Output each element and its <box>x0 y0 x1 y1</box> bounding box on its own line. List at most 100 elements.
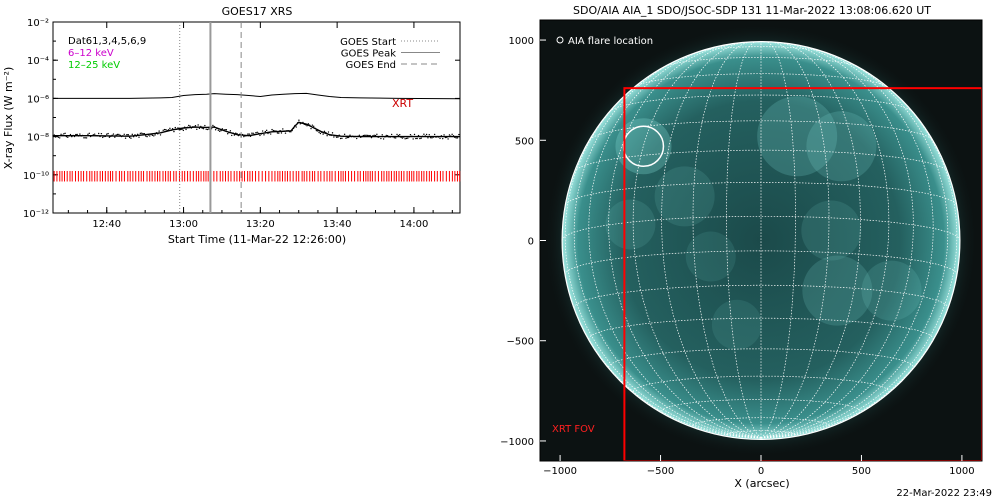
goes-data-point <box>295 126 297 128</box>
solar-disk <box>562 41 960 440</box>
longitude-line <box>760 78 958 439</box>
goes-data-point <box>278 132 280 134</box>
goes-data-point <box>357 135 359 138</box>
goes-data-point <box>217 129 219 131</box>
longitude-line <box>573 52 762 439</box>
longitude-line <box>760 41 830 439</box>
goes-data-point <box>372 135 374 137</box>
goes-data-point <box>204 124 206 127</box>
goes-data-point <box>287 129 289 132</box>
goes-y-tick-label: 10⁻⁶ <box>27 94 49 105</box>
goes-series-line <box>53 121 460 138</box>
aia-x-tick-label: 500 <box>852 466 871 477</box>
goes-data-point <box>140 132 143 134</box>
goes-data-point <box>452 135 455 137</box>
goes-data-point <box>179 128 182 131</box>
goes-data-point <box>252 132 254 134</box>
active-region-glow <box>806 111 877 182</box>
goes-data-point <box>194 124 197 127</box>
flare-legend-label: AIA flare location <box>568 36 653 47</box>
goes-data-point <box>296 122 299 124</box>
goes-data-point <box>139 132 142 135</box>
goes-data-point <box>149 135 151 137</box>
goes-data-point <box>327 131 330 133</box>
aia-chart: SDO/AIA AIA_1 SDO/JSOC-SDP 131 11-Mar-20… <box>500 4 983 490</box>
goes-data-point <box>264 130 267 133</box>
goes-data-point <box>311 124 314 126</box>
goes-data-point <box>319 132 322 135</box>
goes-data-point <box>107 132 109 135</box>
goes-data-point <box>380 137 382 140</box>
goes-data-point <box>329 134 331 136</box>
goes-data-point <box>283 130 285 132</box>
goes-data-point <box>253 133 256 136</box>
goes-data-point <box>92 134 95 136</box>
active-region-glow <box>711 299 762 350</box>
goes-data-point <box>397 134 400 137</box>
goes-data-point <box>255 131 257 134</box>
goes-legend-label: GOES Peak <box>341 49 396 60</box>
aia-x-tick-label: 1000 <box>949 466 974 477</box>
goes-data-point <box>279 129 281 132</box>
goes-data-point <box>286 130 288 132</box>
goes-data-point <box>290 131 292 133</box>
goes-data-point <box>322 133 324 135</box>
goes-data-point <box>126 133 128 136</box>
goes-data-point <box>292 127 295 130</box>
goes-data-point <box>56 135 58 137</box>
goes-data-point <box>196 128 198 131</box>
goes-data-point <box>155 132 158 134</box>
goes-data-point <box>220 130 222 132</box>
goes-y-tick-label: 10⁻¹² <box>23 209 49 220</box>
goes-data-point <box>433 133 436 136</box>
goes-data-point <box>298 119 300 121</box>
active-region-glow <box>802 255 873 326</box>
goes-data-point <box>205 128 207 130</box>
goes-data-point <box>420 137 422 139</box>
goes-data-point <box>248 133 250 135</box>
goes-data-point <box>431 137 433 139</box>
goes-data-point <box>244 135 246 137</box>
aia-y-tick-label: −1000 <box>500 437 534 448</box>
goes-data-point <box>268 131 271 134</box>
goes-data-point <box>153 135 155 137</box>
goes-data-point <box>272 129 275 132</box>
aia-x-tick-label: −500 <box>647 466 674 477</box>
goes-data-point <box>416 137 418 140</box>
goes-data-point <box>326 135 328 137</box>
goes-data-point <box>275 130 277 132</box>
goes-data-point <box>280 132 283 134</box>
longitude-line <box>564 78 762 439</box>
goes-data-point <box>99 135 101 138</box>
aia-y-tick-label: −500 <box>507 337 534 348</box>
goes-data-point <box>318 131 320 134</box>
aia-y-tick-label: 0 <box>528 237 534 248</box>
goes-data-point <box>193 126 195 128</box>
goes-data-point <box>241 133 244 136</box>
goes-data-point <box>366 134 369 137</box>
goes-data-point <box>351 135 354 138</box>
goes-data-point <box>304 124 307 126</box>
goes-data-point <box>158 130 160 132</box>
goes-data-point <box>308 124 311 126</box>
goes-data-point <box>91 135 93 137</box>
goes-data-point <box>190 127 193 129</box>
goes-data-point <box>427 137 429 139</box>
goes-data-point <box>151 134 154 137</box>
goes-data-point <box>377 136 379 139</box>
goes-data-point <box>200 125 202 128</box>
goes-data-point <box>181 128 183 131</box>
longitude-line <box>692 41 762 439</box>
goes-data-point <box>358 134 361 137</box>
goes-data-point <box>174 126 176 129</box>
active-region-glow <box>685 231 736 282</box>
goes-data-point <box>224 128 226 131</box>
goes-x-tick-label: 14:00 <box>400 219 429 230</box>
goes-series <box>52 92 461 140</box>
goes-data-point <box>245 134 248 137</box>
goes-data-point <box>77 135 80 137</box>
goes-data-point <box>247 133 249 135</box>
goes-data-point <box>115 134 117 136</box>
goes-data-point <box>227 133 229 135</box>
